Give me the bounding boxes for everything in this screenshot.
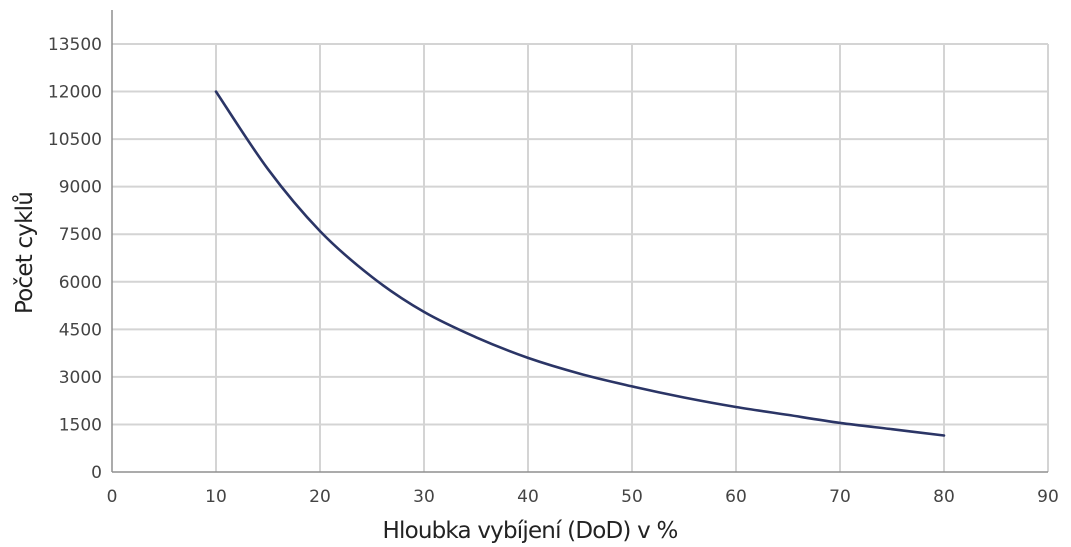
x-tick-label: 50 <box>621 487 643 507</box>
x-tick-label: 60 <box>725 487 747 507</box>
x-tick-label: 30 <box>413 487 435 507</box>
y-tick-label: 10500 <box>48 130 102 150</box>
x-tick-label: 90 <box>1037 487 1059 507</box>
y-axis-title: Počet cyklů <box>11 192 38 314</box>
x-tick-label: 80 <box>933 487 955 507</box>
x-axis-title: Hloubka vybíjení (DoD) v % <box>382 518 677 544</box>
chart-grid <box>112 43 1049 472</box>
series-line <box>214 90 946 437</box>
chart-axes <box>111 10 1048 473</box>
x-tick-label: 10 <box>205 487 227 507</box>
y-tick-label: 7500 <box>59 225 102 245</box>
y-tick-label: 0 <box>91 463 102 483</box>
x-tick-label: 40 <box>517 487 539 507</box>
x-tick-label: 70 <box>829 487 851 507</box>
y-tick-label: 1500 <box>59 415 102 435</box>
y-tick-label: 12000 <box>48 83 102 103</box>
y-axis-ticks: 0 1500 3000 4500 6000 7500 9000 10500 12000 13500 <box>48 35 102 483</box>
y-tick-label: 3000 <box>59 368 102 388</box>
y-tick-label: 13500 <box>48 35 102 55</box>
y-tick-label: 6000 <box>59 273 102 293</box>
x-axis-ticks: 0 10 20 30 40 50 60 70 80 90 <box>107 487 1059 507</box>
x-tick-label: 0 <box>107 487 118 507</box>
y-tick-label: 4500 <box>59 320 102 340</box>
y-tick-label: 9000 <box>59 178 102 198</box>
chart-series <box>214 90 946 437</box>
x-tick-label: 20 <box>309 487 331 507</box>
